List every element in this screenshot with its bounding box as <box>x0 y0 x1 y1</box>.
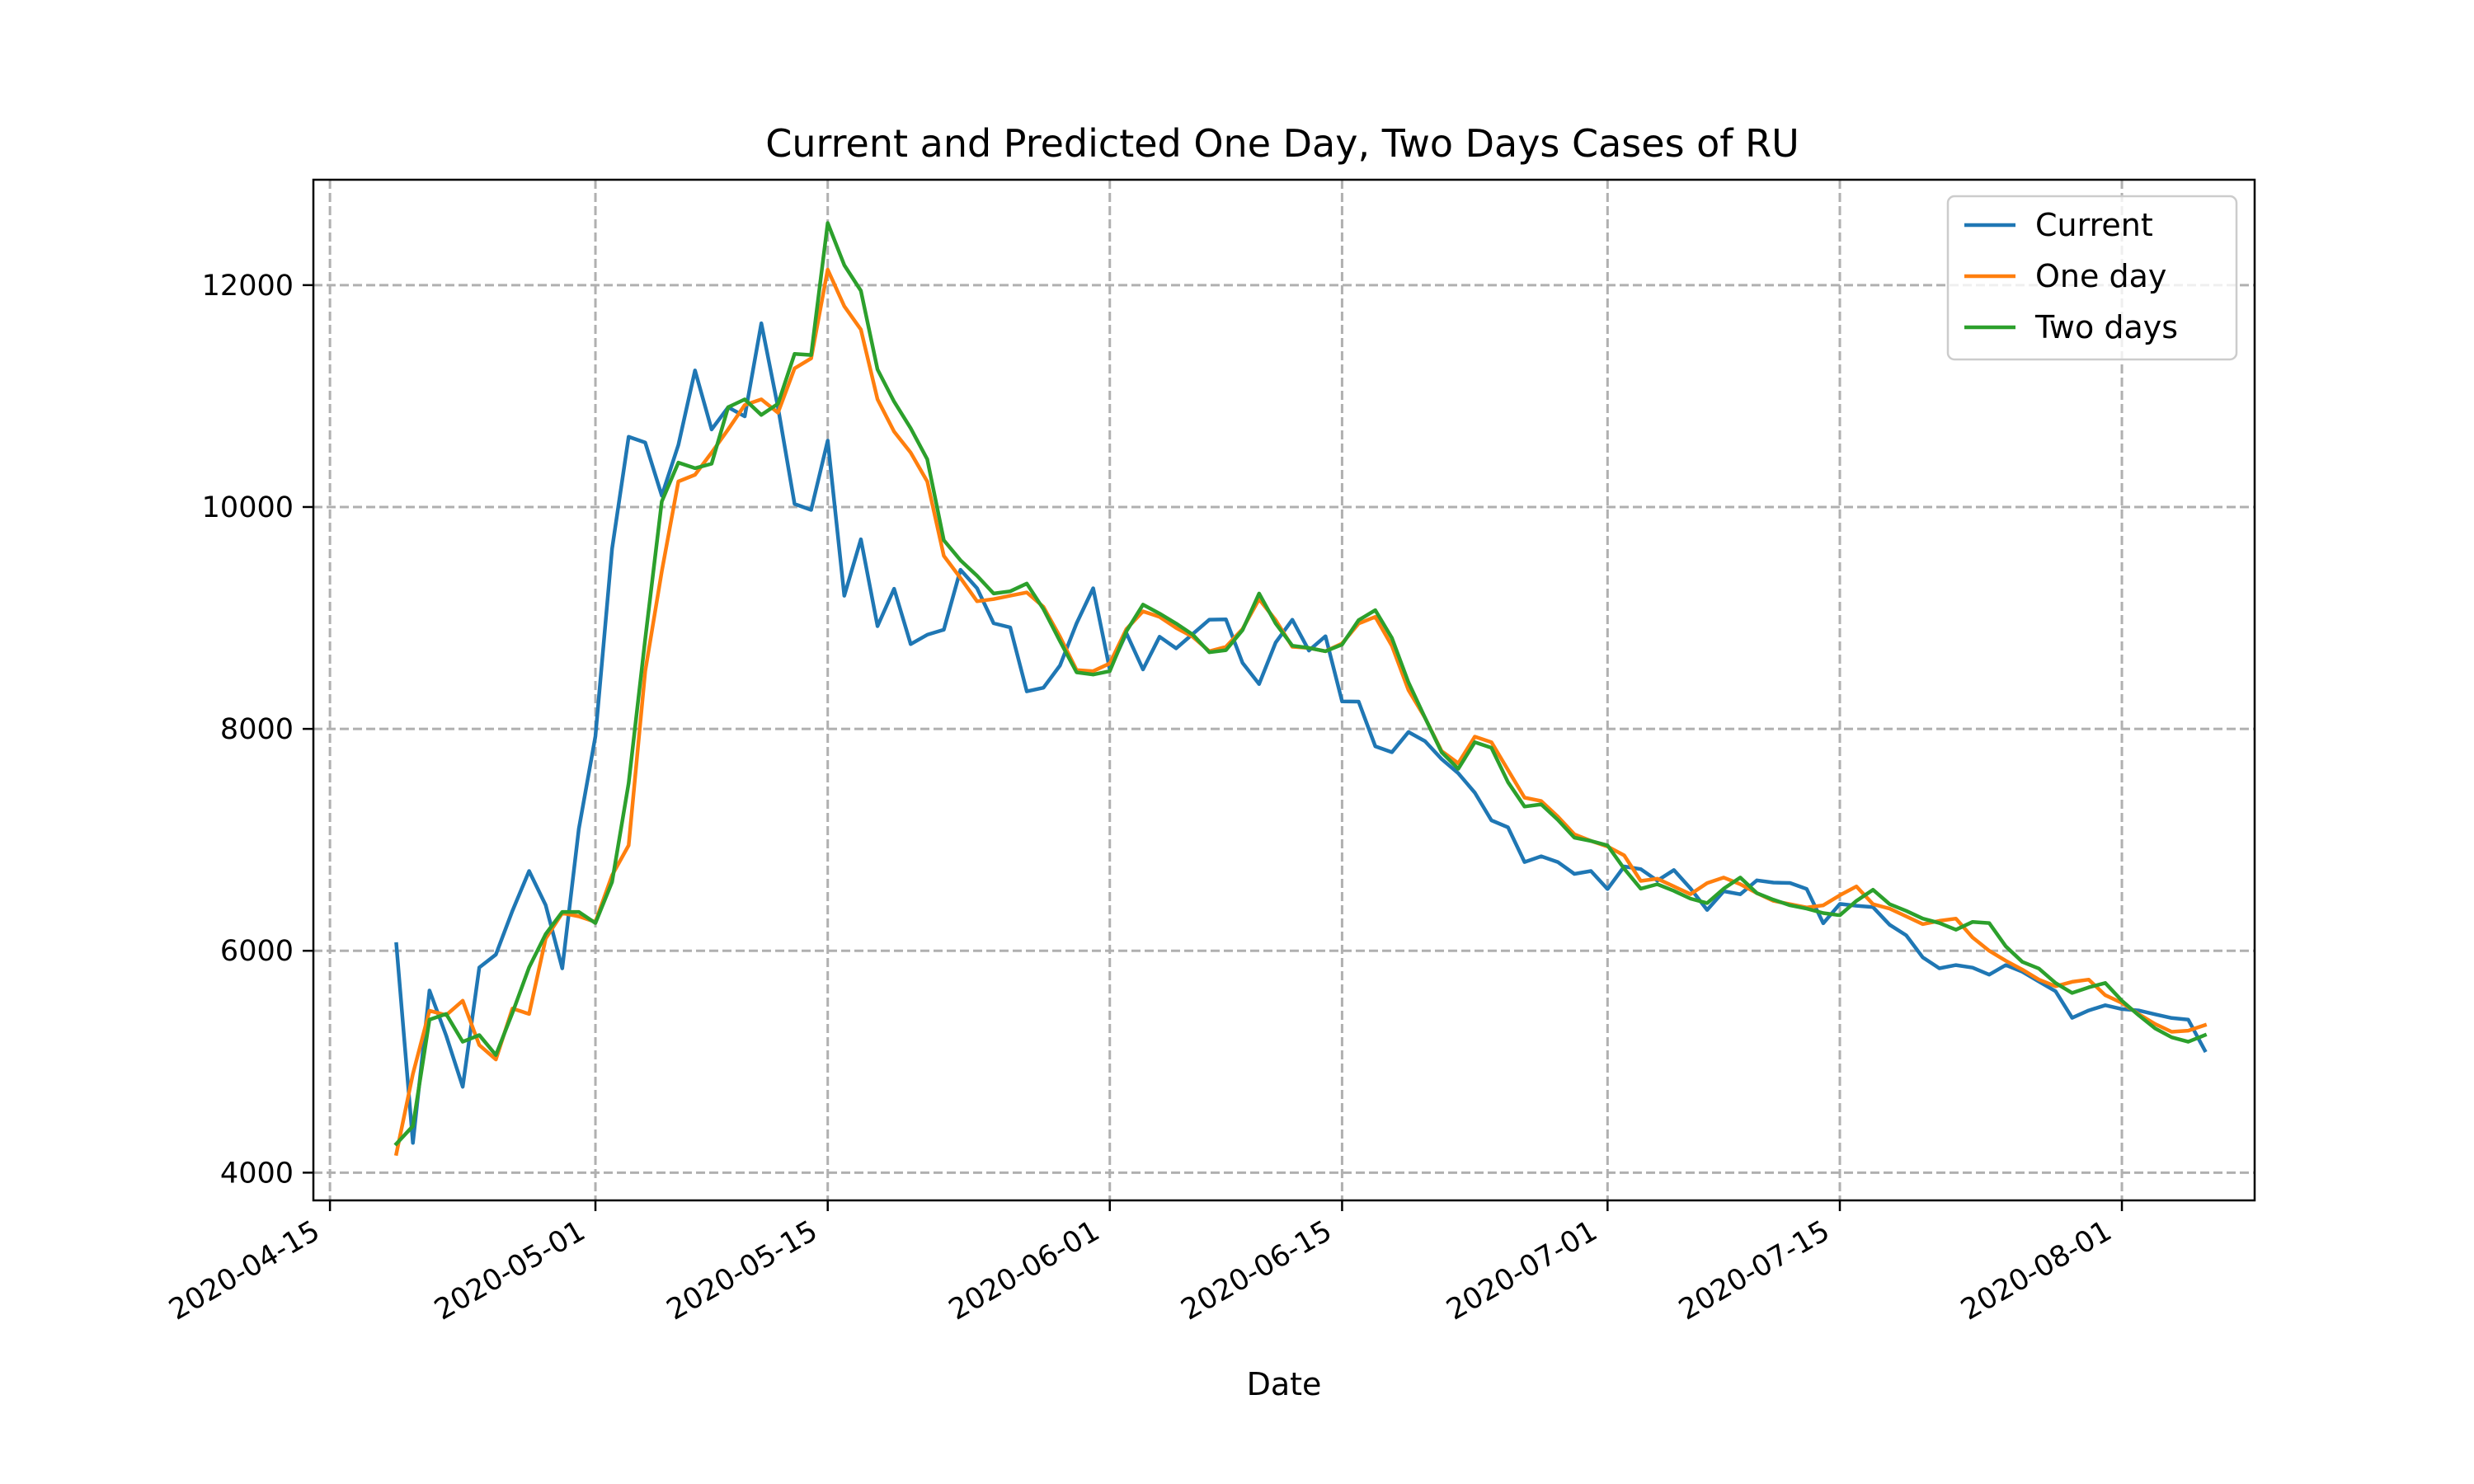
y-tick-label: 4000 <box>220 1157 294 1190</box>
series-line-two-days <box>393 221 2208 1147</box>
x-tick-label: 2020-07-01 <box>1442 1214 1603 1327</box>
axis-ticks: 2020-04-15 2020-05-01 2020-05-15 2020-06-01… <box>163 270 2124 1327</box>
legend-box <box>1946 195 2238 361</box>
x-tick-label: 2020-05-01 <box>429 1214 590 1327</box>
x-tick-label: 2020-06-15 <box>1176 1214 1338 1327</box>
legend-label: Two days <box>2034 309 2178 345</box>
legend-label: Current <box>2035 207 2153 243</box>
legend-label: One day <box>2035 258 2166 294</box>
series-line-current <box>394 321 2208 1145</box>
y-tick-label: 8000 <box>220 713 294 746</box>
x-axis-label: Date <box>1247 1366 1322 1402</box>
x-tick-label: 2020-04-15 <box>163 1214 325 1327</box>
y-tick-label: 6000 <box>220 935 294 968</box>
y-tick-label: 12000 <box>202 270 294 303</box>
x-tick-label: 2020-06-01 <box>943 1214 1105 1327</box>
legend: Current One day Two days <box>1946 195 2238 361</box>
x-tick-label: 2020-05-15 <box>661 1214 823 1327</box>
plot-frame <box>312 178 2256 1202</box>
grid <box>313 180 2255 1200</box>
y-tick-label: 10000 <box>202 491 294 524</box>
x-tick-label: 2020-07-15 <box>1673 1214 1835 1327</box>
chart-title: Current and Predicted One Day, Two Days … <box>765 121 1799 166</box>
series-lines <box>393 221 2208 1157</box>
series-line-one-day <box>393 267 2208 1157</box>
x-tick-label: 2020-08-01 <box>1955 1214 2117 1327</box>
